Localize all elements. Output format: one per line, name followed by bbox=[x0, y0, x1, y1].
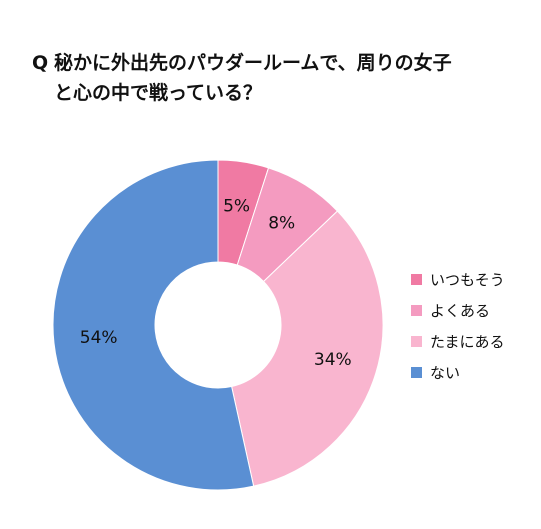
value-label-often: 8% bbox=[268, 213, 295, 233]
donut-slice-never bbox=[52, 159, 255, 491]
legend-item-always: いつもそう bbox=[411, 264, 505, 295]
question-line-2: と心の中で戦っている？ bbox=[54, 82, 263, 104]
legend-swatch-never bbox=[411, 367, 422, 378]
value-label-always: 5% bbox=[223, 196, 250, 216]
question-prefix: Q bbox=[32, 52, 49, 74]
donut-value-labels: 5% 8% 34% 54% bbox=[80, 196, 352, 369]
legend-label-never: ない bbox=[430, 364, 461, 382]
legend-item-never: ない bbox=[411, 357, 505, 388]
chart-title: Q 秘かに外出先のパウダールームで、周りの女子 と心の中で戦っている？ bbox=[32, 48, 532, 108]
legend-swatch-often bbox=[411, 305, 422, 316]
value-label-never: 54% bbox=[80, 328, 118, 348]
legend-label-sometimes: たまにある bbox=[430, 333, 505, 351]
value-label-sometimes: 34% bbox=[314, 350, 352, 370]
legend-label-often: よくある bbox=[430, 302, 491, 320]
legend-label-always: いつもそう bbox=[430, 271, 505, 289]
legend-item-often: よくある bbox=[411, 295, 505, 326]
legend-swatch-sometimes bbox=[411, 336, 422, 347]
donut-slices bbox=[52, 159, 384, 491]
chart-legend: いつもそう よくある たまにある ない bbox=[411, 264, 505, 388]
legend-swatch-always bbox=[411, 274, 422, 285]
donut-slice-sometimes bbox=[231, 210, 384, 487]
legend-item-sometimes: たまにある bbox=[411, 326, 505, 357]
question-line-1: 秘かに外出先のパウダールームで、周りの女子 bbox=[54, 52, 452, 74]
